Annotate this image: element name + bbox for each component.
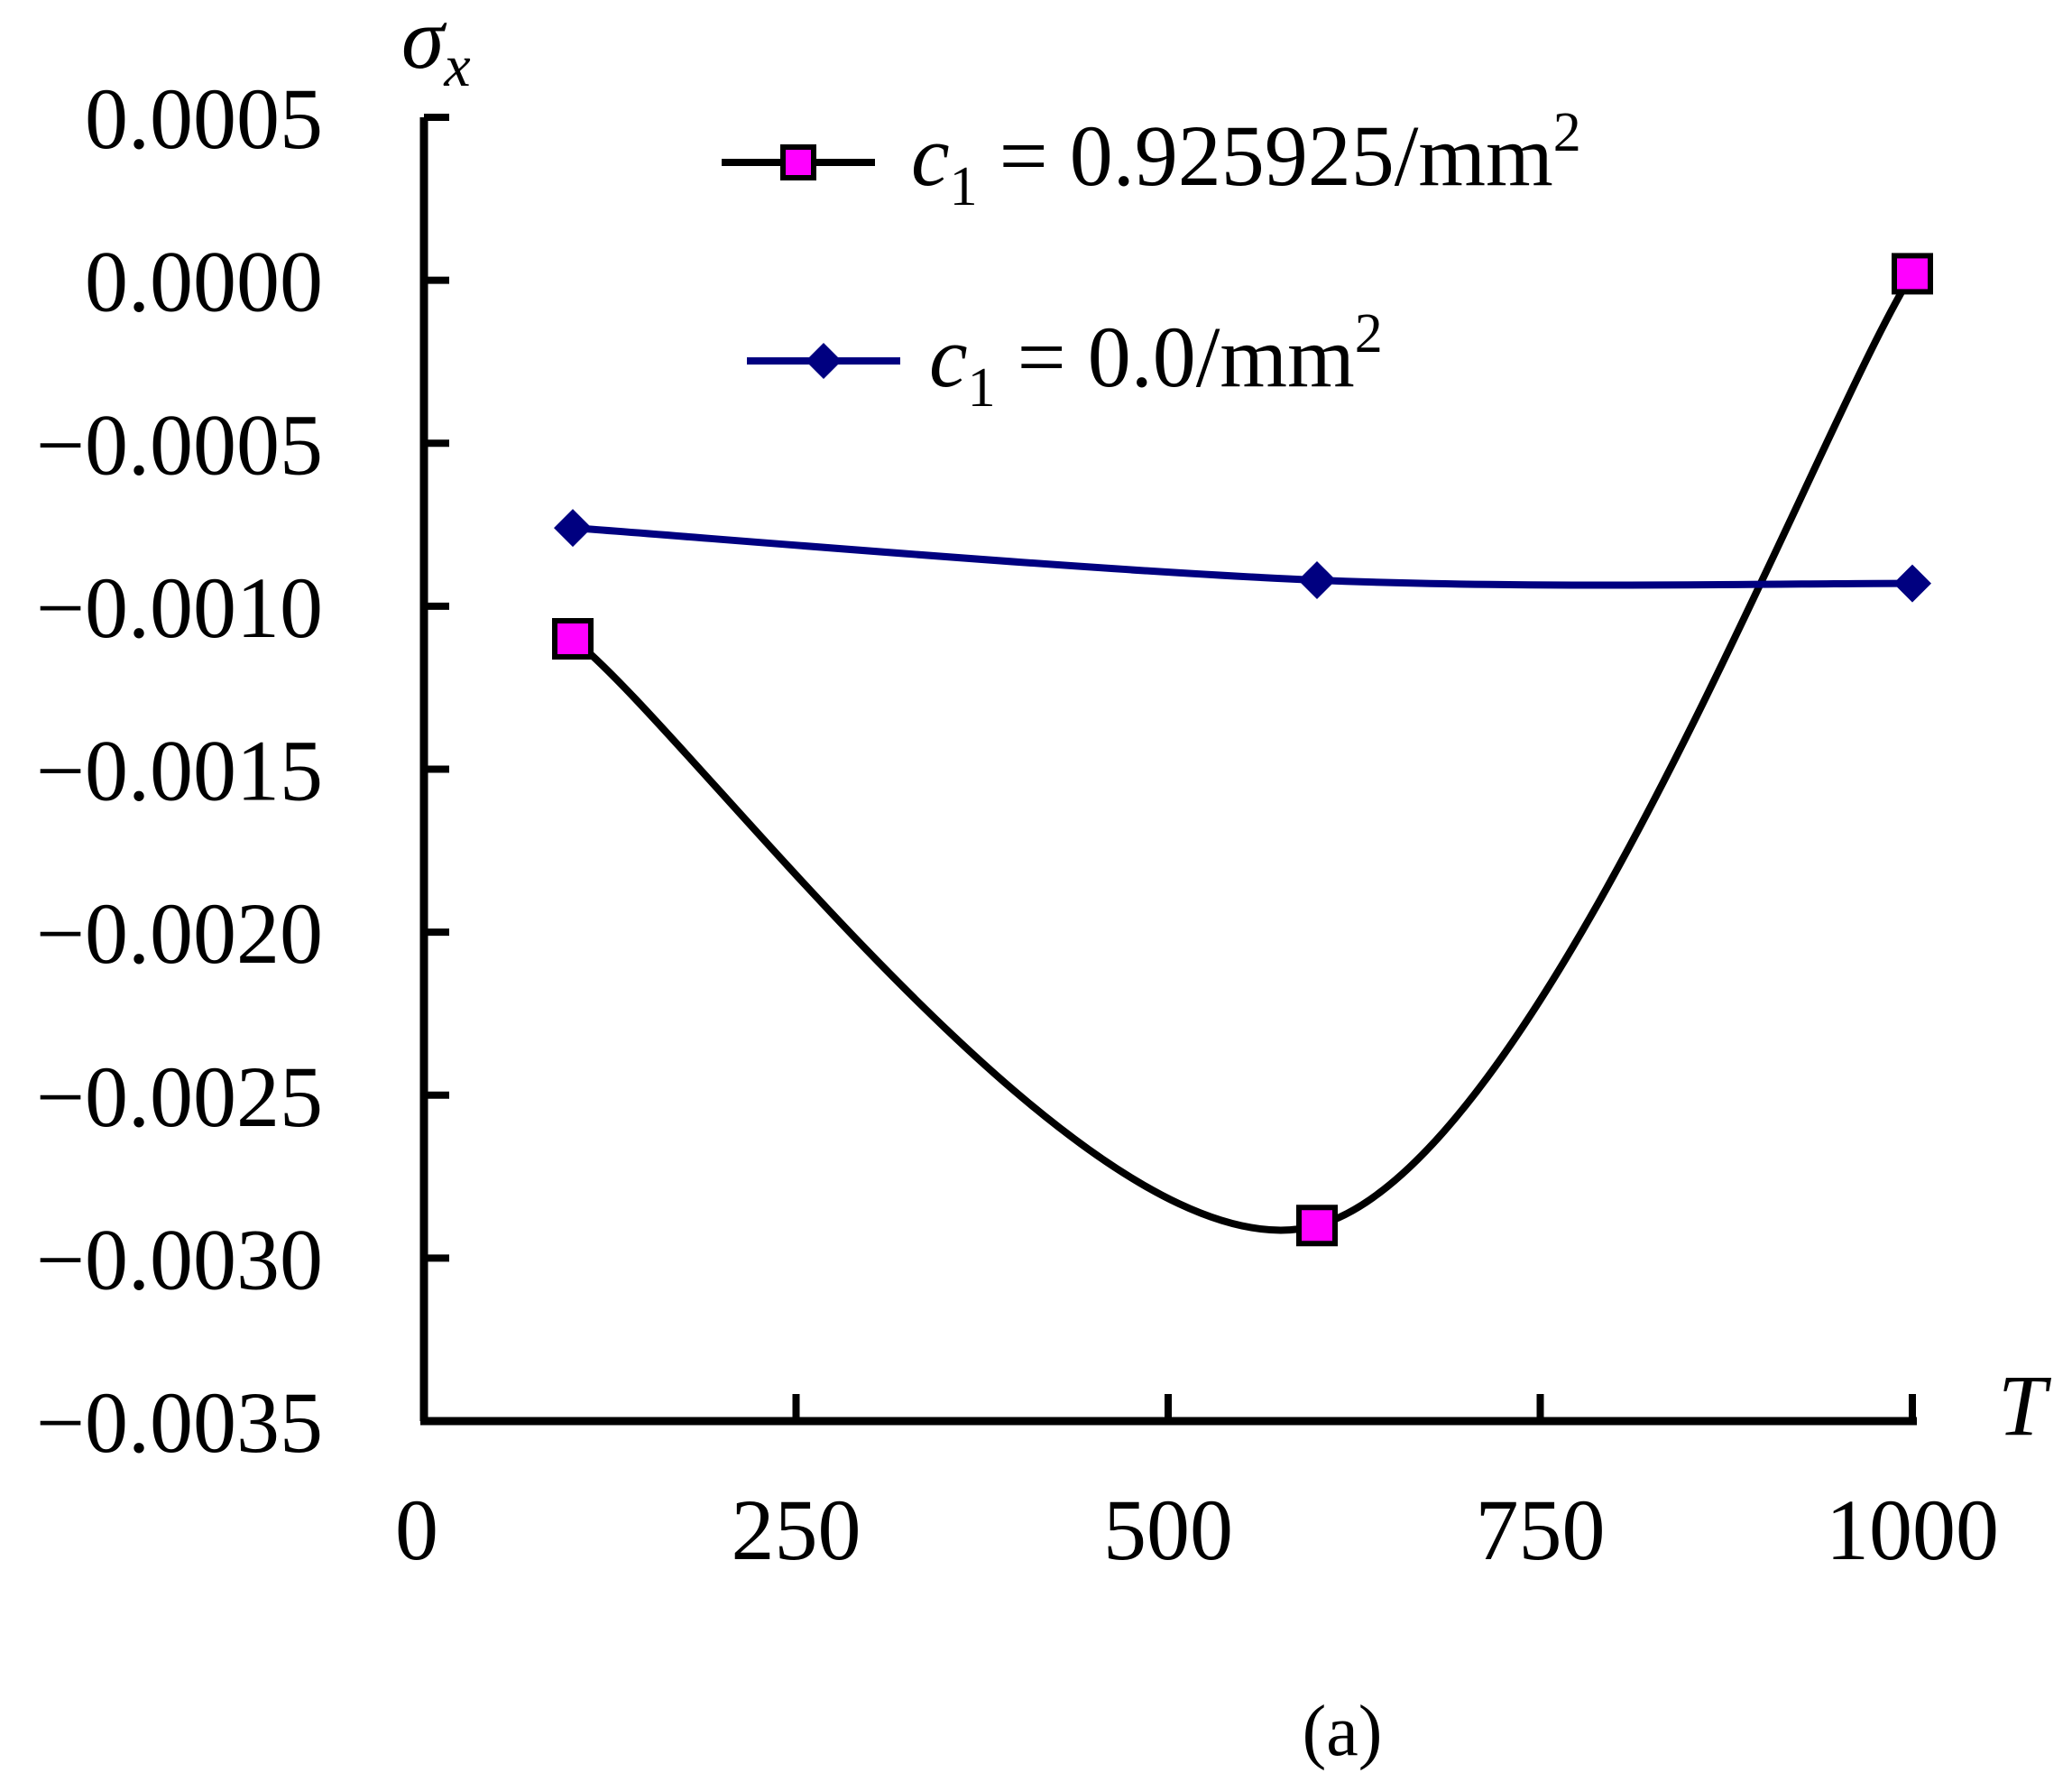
legend: c1 = 0.925925/mm2 c1 = 0.0/mm2 [722, 102, 1581, 419]
legend-entry-series-2: c1 = 0.0/mm2 [747, 303, 1383, 419]
legend-marker-series-2 [806, 343, 842, 379]
y-axis-title-sub: x [443, 33, 470, 99]
data-point-series-2 [1298, 560, 1336, 599]
figure-caption: (a) [1303, 1692, 1383, 1771]
data-point-series-1 [1892, 253, 1933, 295]
x-tick-label: 500 [1103, 1482, 1233, 1578]
y-tick-label: −0.0025 [36, 1048, 323, 1145]
data-point-series-1 [552, 618, 594, 660]
y-tick-label: −0.0015 [36, 723, 323, 819]
data-point-series-1 [1296, 1205, 1338, 1247]
y-tick-label: −0.0035 [36, 1374, 323, 1471]
y-tick-label: −0.0010 [36, 559, 323, 656]
legend-label-series-1: c1 = 0.925925/mm2 [911, 102, 1581, 217]
data-point-series-2 [1893, 564, 1931, 603]
x-tick-label: 250 [732, 1482, 861, 1578]
y-axis-title: σx [401, 0, 471, 99]
legend-entry-series-1: c1 = 0.925925/mm2 [722, 102, 1581, 217]
y-tick-label: −0.0030 [36, 1211, 323, 1307]
y-tick-label: 0.0005 [85, 70, 323, 167]
data-point-series-2 [554, 509, 592, 548]
y-tick-label: 0.0000 [85, 234, 323, 330]
x-tick-label: 750 [1476, 1482, 1606, 1578]
y-axis-title-main: σ [401, 0, 447, 87]
x-ticks: 0 250 500 750 1000 [395, 1394, 1999, 1578]
legend-label-series-2: c1 = 0.0/mm2 [929, 303, 1383, 419]
series-line-1 [569, 270, 1916, 1234]
x-tick-label: 0 [395, 1482, 438, 1578]
y-tick-label: −0.0005 [36, 396, 323, 493]
series-line-2 [569, 524, 1916, 589]
x-axis-title: T [1998, 1357, 2052, 1454]
x-tick-label: 1000 [1826, 1482, 1999, 1578]
legend-marker-series-1 [780, 144, 816, 180]
y-ticks: 0.0005 0.0000 −0.0005 −0.0010 −0.0015 −0.0020… [36, 70, 449, 1471]
y-tick-label: −0.0020 [36, 885, 323, 982]
series-layer [552, 253, 1933, 1247]
